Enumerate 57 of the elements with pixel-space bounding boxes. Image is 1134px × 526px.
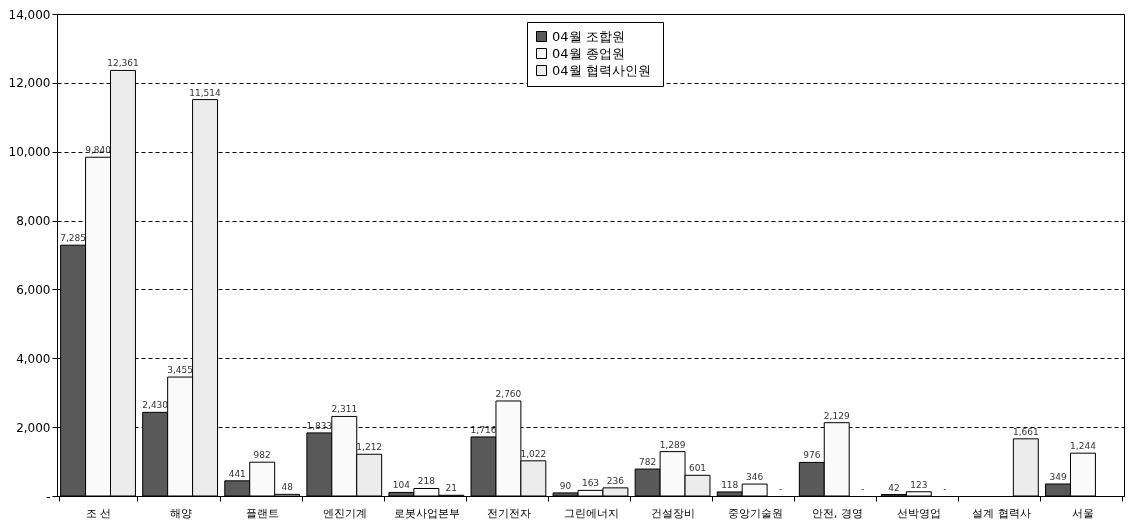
data-label: 2,129: [823, 410, 850, 421]
x-tick-label: 설계 협력사: [972, 506, 1031, 520]
y-tick-label: 4,000: [16, 351, 51, 366]
data-label: 601: [688, 463, 707, 474]
data-label: 3,455: [167, 365, 193, 376]
annotation: -: [779, 484, 783, 494]
bar: [1012, 438, 1039, 497]
data-label: 104: [392, 480, 411, 491]
data-label: 2,311: [331, 404, 358, 415]
y-tick-label: 14,000: [8, 7, 51, 22]
legend-label: 04월 조합원: [552, 28, 625, 44]
data-label: 123: [910, 479, 928, 490]
x-tick-label: 서울: [1072, 506, 1095, 520]
data-label: 236: [606, 475, 625, 486]
data-label: 11,514: [189, 87, 222, 98]
legend-label: 04월 협력사인원: [552, 62, 651, 78]
data-label: 48: [281, 482, 294, 493]
data-label: 346: [746, 472, 764, 483]
data-label: 1,661: [1012, 426, 1039, 437]
data-label: 21: [445, 483, 458, 494]
x-tick-label: 중앙기술원: [727, 506, 783, 520]
x-tick-label: 로봇사업본부: [393, 506, 460, 520]
x-tick-label: 조 선: [85, 506, 112, 520]
x-tick-label: 그린에너지: [563, 506, 619, 520]
data-label: 982: [253, 450, 271, 461]
data-label: 349: [1049, 471, 1067, 482]
x-tick-label: 건설장비: [651, 506, 696, 520]
x-tick-label: 해양: [169, 506, 192, 520]
y-tick-label: 6,000: [16, 282, 51, 297]
data-label: 1,022: [520, 448, 547, 459]
y-tick-label: -: [46, 489, 51, 504]
x-tick-label: 선박영업: [897, 506, 942, 520]
annotation: -: [861, 484, 865, 494]
data-label: 7,285: [60, 233, 86, 244]
data-label: 12,361: [107, 58, 139, 69]
data-label: 441: [228, 468, 246, 479]
y-tick-label: 12,000: [8, 76, 51, 91]
data-label: 2,760: [495, 388, 522, 399]
x-tick-label: 엔진기계: [322, 506, 367, 520]
data-label: 1,289: [659, 439, 686, 450]
data-label: 90: [559, 480, 572, 491]
annotation: -: [943, 484, 947, 494]
y-tick-label: 2,000: [16, 420, 51, 435]
data-label: 976: [803, 450, 821, 461]
data-label: 163: [581, 478, 600, 489]
data-label: 1,212: [356, 442, 383, 453]
data-label: 42: [888, 482, 900, 493]
y-tick-label: 10,000: [8, 145, 51, 160]
data-label: 118: [721, 479, 739, 490]
x-tick-label: 전기전자: [486, 506, 531, 520]
x-tick-label: 안전, 경영: [811, 506, 863, 520]
legend-label: 04월 종업원: [552, 45, 625, 61]
data-label: 782: [639, 457, 657, 468]
data-label: 1,244: [1070, 441, 1097, 452]
x-tick-label: 플랜트: [246, 506, 280, 520]
data-label: 218: [417, 476, 436, 487]
y-tick-label: 8,000: [16, 214, 51, 229]
